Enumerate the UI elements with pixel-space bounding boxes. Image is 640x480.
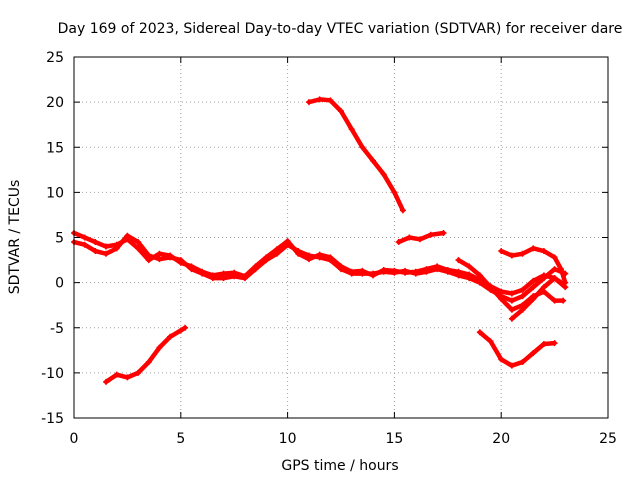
- series-segment: [157, 334, 173, 350]
- series-segment: [477, 330, 493, 344]
- series-segment: [360, 145, 376, 164]
- series-segment: [530, 284, 547, 302]
- data-point: [440, 229, 447, 236]
- series-arc-a: [103, 324, 189, 385]
- series-arc-main-upper: [71, 229, 569, 297]
- series-segment: [541, 289, 557, 303]
- series-arc-b: [305, 96, 406, 214]
- series-segment: [253, 255, 269, 269]
- series-segment: [135, 239, 152, 258]
- series-arc-e: [498, 245, 569, 286]
- chart-title: Day 169 of 2023, Sidereal Day-to-day VTE…: [58, 21, 623, 37]
- x-tick-label: 5: [176, 431, 185, 447]
- x-tick-label: 15: [385, 431, 403, 447]
- data-point: [551, 340, 558, 347]
- series-segment: [520, 284, 536, 299]
- series-segment: [370, 158, 386, 177]
- series-segment: [530, 275, 547, 290]
- series-arc-g: [508, 275, 565, 322]
- series-segment: [520, 296, 536, 312]
- x-axis-title: GPS time / hours: [281, 458, 398, 474]
- axis-ticks: 0 5 10 15 20 25 -15 -10 -5 0 5 10 15 20 25: [41, 50, 617, 447]
- y-tick-label: 20: [46, 95, 64, 111]
- data-point: [558, 279, 565, 286]
- series-segment: [328, 255, 344, 269]
- series-arc-d: [476, 329, 558, 369]
- data-marks: [71, 96, 569, 385]
- series-segment: [552, 275, 564, 285]
- series-segment: [488, 284, 504, 302]
- series-segment: [509, 307, 525, 321]
- y-tick-label: 15: [46, 140, 64, 156]
- series-segment: [392, 190, 406, 213]
- series-segment: [146, 345, 162, 365]
- series-segment: [135, 246, 152, 263]
- y-axis-title: SDTVAR / TECUs: [7, 180, 23, 295]
- series-segment: [274, 242, 290, 256]
- series-segment: [520, 278, 536, 293]
- y-tick-label: -15: [41, 411, 64, 427]
- series-segment: [520, 350, 536, 365]
- series-segment: [242, 264, 258, 279]
- y-tick-label: -10: [41, 366, 64, 382]
- series-segment: [381, 172, 397, 195]
- series-segment: [135, 359, 152, 376]
- x-tick-label: 25: [599, 431, 617, 447]
- y-tick-label: 10: [46, 185, 64, 201]
- series-segment: [466, 264, 483, 278]
- x-tick-label: 20: [492, 431, 510, 447]
- data-point: [182, 324, 189, 331]
- data-point: [399, 207, 406, 214]
- series-segment: [338, 108, 354, 132]
- series-segment: [285, 238, 301, 256]
- y-tick-label: 0: [55, 276, 64, 292]
- series-segment: [541, 275, 557, 290]
- series-segment: [498, 296, 515, 312]
- series-segment: [530, 341, 547, 356]
- grid-lines: [74, 57, 608, 418]
- x-tick-label: 10: [279, 431, 297, 447]
- series-segment: [488, 339, 504, 362]
- series-segment: [328, 98, 344, 114]
- data-point: [560, 297, 567, 304]
- series-segment: [349, 126, 365, 150]
- series-segment: [125, 237, 141, 251]
- x-tick-label: 0: [70, 431, 79, 447]
- y-tick-label: 5: [55, 231, 64, 247]
- y-tick-label: -5: [50, 321, 64, 337]
- y-tick-label: 25: [46, 50, 64, 66]
- series-segment: [477, 273, 493, 290]
- series-arc-c: [395, 229, 447, 246]
